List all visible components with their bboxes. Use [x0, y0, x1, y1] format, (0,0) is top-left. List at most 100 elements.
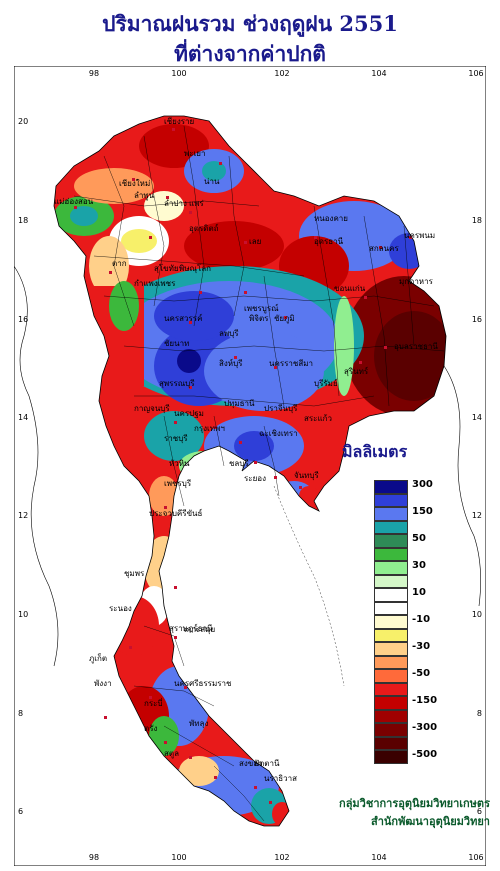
province-label: หนองคาย — [314, 214, 348, 223]
tick-right-6: 6 — [477, 807, 482, 816]
province-label: ปราจีนบุรี — [264, 404, 298, 413]
legend-swatch — [374, 520, 408, 534]
province-label: สุราษฎร์ธานี — [169, 623, 213, 633]
province-label: แม่ฮ่องสอน — [54, 197, 94, 206]
map-title-line1: ปริมาณฝนรวม ช่วงฤดูฝน 2551 — [102, 11, 398, 36]
legend-swatch — [374, 574, 408, 588]
legend-swatch — [374, 736, 408, 750]
legend-swatch — [374, 682, 408, 696]
map-title-line2: ที่ต่างจากค่าปกติ — [174, 41, 326, 66]
tick-left-14: 14 — [18, 413, 28, 422]
tick-left-18: 18 — [18, 216, 28, 225]
tick-left-16: 16 — [18, 315, 28, 324]
province-label: นครศรีธรรมราช — [174, 679, 232, 688]
legend-swatch — [374, 696, 408, 710]
province-label: ราชบุรี — [164, 434, 188, 443]
province-label: เชียงราย — [164, 117, 194, 126]
province-label: บุรีรัมย์ — [314, 378, 338, 388]
province-label: อุตรดิตถ์ — [189, 223, 219, 233]
station-markers — [74, 128, 412, 804]
tick-right-12: 12 — [472, 511, 482, 520]
province-label: สิงห์บุรี — [219, 358, 243, 368]
legend-label: -50 — [412, 668, 431, 679]
legend-swatch — [374, 493, 408, 507]
province-label: มุกดาหาร — [399, 277, 434, 286]
tick-right-18: 18 — [472, 216, 482, 225]
legend-swatch — [374, 588, 408, 602]
legend-label: -10 — [412, 614, 431, 625]
province-label: สกลนคร — [369, 244, 399, 253]
province-label: ลำพูน — [134, 191, 155, 201]
tick-right-8: 8 — [477, 709, 482, 718]
legend-swatch — [374, 615, 408, 629]
tick-left-6: 6 — [18, 807, 23, 816]
legend-swatch — [374, 601, 408, 615]
legend-swatch — [374, 534, 408, 548]
legend-label: 300 — [412, 479, 433, 490]
province-label: ประจวบคีรีขันธ์ — [149, 508, 203, 518]
legend-swatch — [374, 750, 408, 764]
province-label: สงขลา — [239, 759, 263, 768]
province-label: ชลบุรี — [229, 459, 249, 468]
province-label: หัวหิน — [169, 459, 190, 468]
tick-bottom-100: 100 — [171, 853, 186, 862]
axis-ticks: 98 100 102 104 106 98 100 102 104 106 20… — [18, 69, 484, 862]
province-label: นครราชสีมา — [269, 359, 313, 368]
legend-swatch — [374, 642, 408, 656]
legend-label: 50 — [412, 533, 426, 544]
province-label: ตรัง — [144, 724, 157, 733]
tick-right-14: 14 — [472, 413, 482, 422]
province-label: สุรินทร์ — [344, 366, 369, 376]
province-label: นครปฐม — [174, 409, 204, 418]
province-label: เพชรบุรี — [164, 479, 192, 488]
legend-label: -30 — [412, 641, 431, 652]
province-label: สุพรรณบุรี — [159, 379, 195, 388]
province-label: สตูล — [164, 749, 179, 759]
province-label: ภูเก็ต — [89, 653, 107, 664]
legend: 300 150 50 30 10 -10 -30 -50 -150 -300 -500 — [374, 479, 484, 770]
province-label: ลพบุรี — [219, 329, 239, 338]
province-label: สุโขทัย — [154, 263, 179, 273]
province-label: กำแพงเพชร — [134, 279, 176, 288]
province-label: พังงา — [94, 679, 112, 688]
province-label: จันทบุรี — [294, 471, 320, 480]
legend-swatch — [374, 628, 408, 642]
province-label: แพร่ — [189, 199, 204, 208]
gulf-outline — [273, 485, 345, 687]
province-label: ชัยภูมิ — [274, 314, 295, 324]
tick-bottom-98: 98 — [89, 853, 99, 862]
province-label: ระยอง — [244, 474, 266, 483]
province-label: เพชรบูรณ์ — [244, 303, 279, 314]
province-label: ตาก — [112, 259, 127, 268]
province-label: ลำปาง — [164, 199, 187, 208]
province-boundaries — [73, 125, 445, 822]
province-label: พะเยา — [184, 149, 205, 158]
tick-top-102: 102 — [274, 69, 289, 78]
province-label: ชัยนาท — [164, 339, 189, 348]
legend-label: 150 — [412, 506, 433, 517]
province-label: นครพนม — [404, 231, 435, 240]
tick-right-16: 16 — [472, 315, 482, 324]
tick-left-20: 20 — [18, 117, 28, 126]
legend-swatch — [374, 480, 408, 494]
legend-swatch — [374, 507, 408, 521]
neighbor-border — [443, 365, 481, 607]
province-label: สระแก้ว — [304, 414, 332, 423]
legend-swatch — [374, 561, 408, 575]
legend-title: มิลลิเมตร — [342, 442, 408, 461]
credit-line1: กลุ่มวิชาการอุตุนิยมวิทยาเกษตร — [339, 797, 490, 810]
tick-bottom-106: 106 — [468, 853, 483, 862]
tick-left-10: 10 — [18, 610, 28, 619]
province-label: ปทุมธานี — [224, 399, 255, 408]
province-label: พิษณุโลก — [179, 263, 211, 273]
province-label: เลย — [249, 237, 261, 246]
province-label: น่าน — [204, 177, 220, 186]
legend-swatch — [374, 709, 408, 723]
province-label: นครสวรรค์ — [164, 313, 202, 323]
tick-top-100: 100 — [171, 69, 186, 78]
province-label: ชุมพร — [124, 569, 145, 578]
legend-swatch — [374, 669, 408, 683]
tick-left-8: 8 — [18, 709, 23, 718]
province-label: กรุงเทพฯ — [194, 424, 225, 433]
